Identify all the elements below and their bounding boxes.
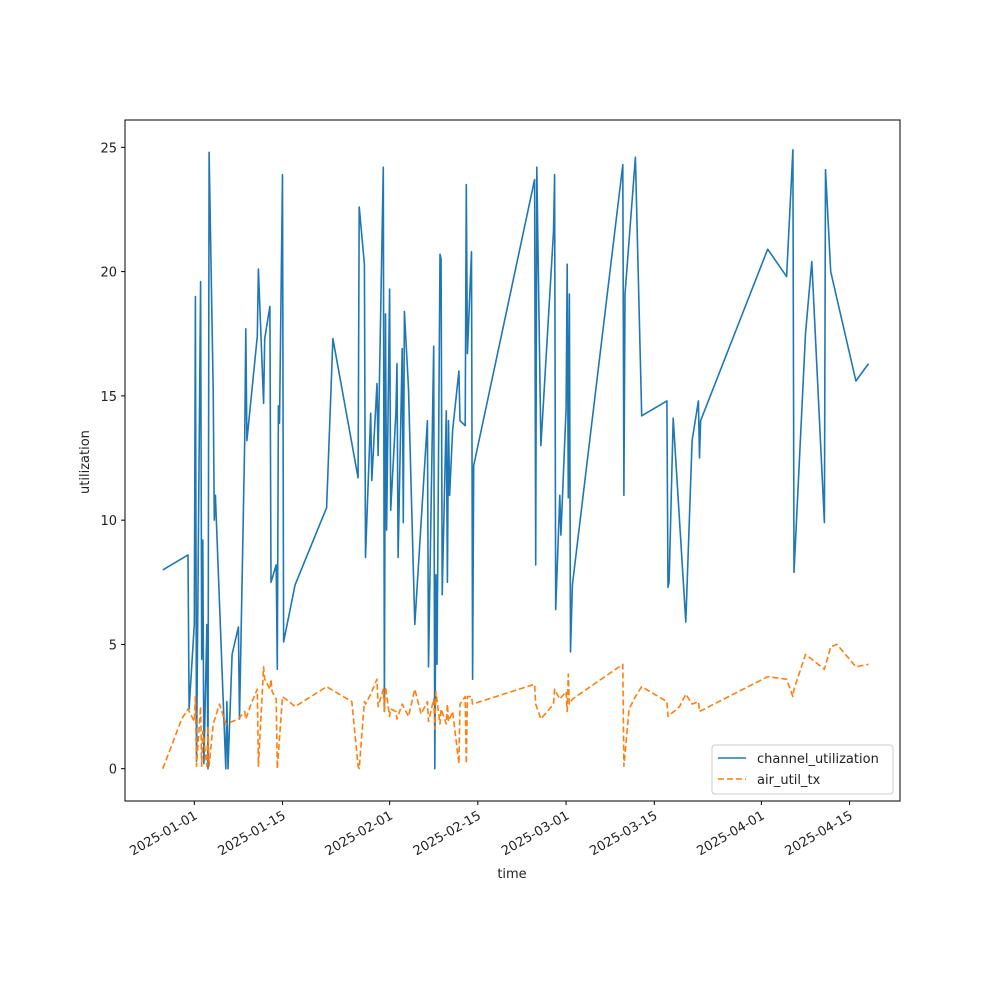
series-line-air-util-tx [162, 643, 869, 770]
legend: channel_utilization air_util_tx [711, 744, 894, 795]
series-line-channel-utilization [162, 149, 870, 770]
y-tick-label: 25 [100, 141, 117, 156]
legend-box [711, 744, 894, 795]
y-tick-label: 20 [100, 266, 117, 281]
y-tick-label: 10 [100, 514, 117, 529]
plot-lines [162, 149, 870, 770]
legend-label-channel-utilization: channel_utilization [757, 752, 879, 767]
x-axis-label: time [497, 867, 526, 882]
legend-label-air-util-tx: air_util_tx [757, 773, 821, 788]
y-tick-label: 0 [109, 763, 117, 778]
plot-frame [124, 119, 901, 802]
y-axis-label: utilization [78, 430, 93, 494]
y-tick-label: 15 [100, 390, 117, 405]
y-tick-label: 5 [109, 638, 117, 653]
y-axis: 0 5 10 15 20 25 [100, 141, 125, 778]
